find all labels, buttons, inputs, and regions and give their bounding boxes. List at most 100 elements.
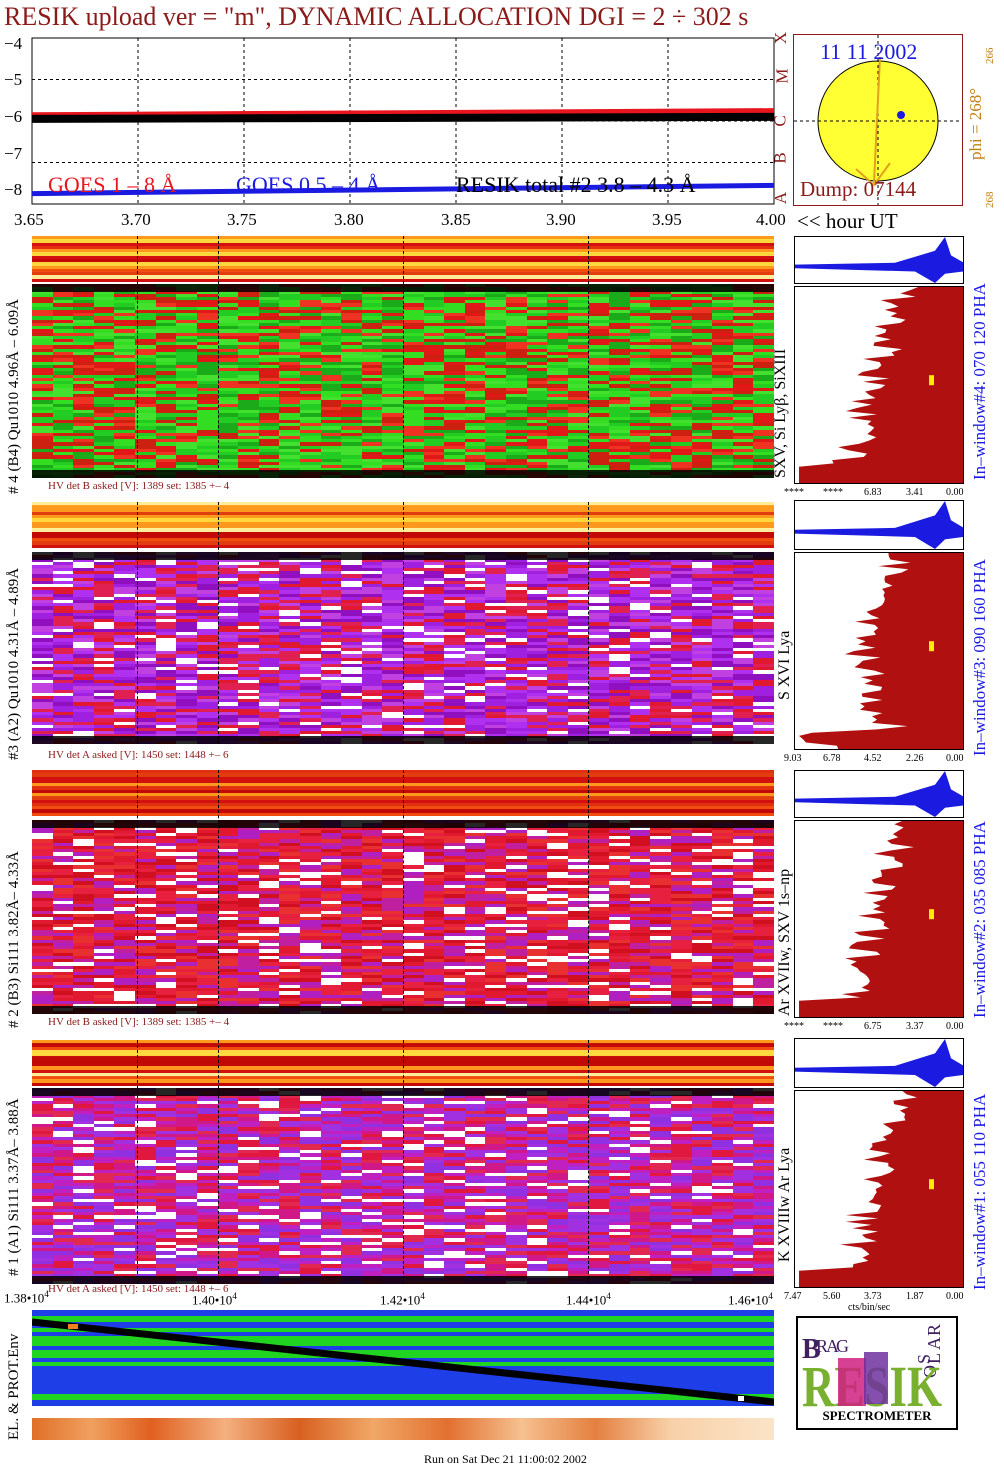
class-letter: X bbox=[771, 31, 791, 45]
pha-tick: 0.00 bbox=[946, 1021, 964, 1032]
time-unit: << hour UT bbox=[797, 209, 898, 233]
line-label: SXV, Si Lyβ, SiXIII bbox=[772, 348, 789, 478]
panel-label: # 1 (A1) Si111 3.37Å– 3.88Å bbox=[6, 1098, 22, 1276]
hv-label: HV det A asked [V]: 1450 set: 1448 +– 6 bbox=[48, 1283, 229, 1295]
hv-label: HV det A asked [V]: 1450 set: 1448 +– 6 bbox=[48, 749, 229, 761]
pha-tick: 6.75 bbox=[864, 1021, 882, 1032]
pha-tick: 0.00 bbox=[946, 487, 964, 498]
env-strip bbox=[32, 1418, 774, 1440]
pha-tick: 4.52 bbox=[864, 753, 882, 764]
dump-label: Dump: 07144 bbox=[800, 177, 917, 201]
pha-tick: 5.60 bbox=[823, 1291, 841, 1302]
pha-tick: 3.73 bbox=[864, 1291, 882, 1302]
resik-logo: B R A G S O L A R RESIK SPECTROMETER bbox=[796, 1316, 958, 1430]
pha-tick: 2.26 bbox=[906, 753, 924, 764]
logo-letter-l: L bbox=[924, 1353, 944, 1364]
time-gridline bbox=[403, 1040, 404, 1284]
goes-ytick: −6 bbox=[4, 107, 23, 126]
goes-series-line bbox=[31, 182, 775, 197]
time-gridline bbox=[403, 236, 404, 478]
env-tick: 1.42•104 bbox=[380, 1291, 425, 1308]
goes-legend-1-8: GOES 1 – 8 Å bbox=[48, 172, 177, 197]
pha-tick: 3.41 bbox=[906, 487, 924, 498]
time-tick: 3.75 bbox=[227, 210, 257, 229]
pha-tick: 3.37 bbox=[906, 1021, 924, 1032]
time-gridline bbox=[588, 502, 589, 744]
env-trend-line bbox=[31, 1318, 775, 1406]
time-tick: 3.95 bbox=[652, 210, 682, 229]
phi-label: phi = 268° bbox=[966, 87, 985, 160]
panel-label: #3 (A2) Qu1010 4.31Å – 4.89Å bbox=[6, 567, 22, 760]
pha-unit: cts/bin/sec bbox=[848, 1302, 891, 1313]
line-label: S XVI Lya bbox=[776, 630, 793, 700]
goes-ytick: −8 bbox=[4, 180, 23, 199]
logo-letter-r2: R bbox=[924, 1324, 944, 1336]
panel-label: # 2 (B3) Si111 3.82Å– 4.33Å bbox=[6, 851, 22, 1028]
logo-caption: SPECTROMETER bbox=[822, 1408, 932, 1423]
logo-letter-a2: A bbox=[924, 1337, 944, 1350]
goes-legend-05-4: GOES 0.5 – 4 Å bbox=[236, 172, 381, 197]
goes-legend-resik: RESIK total #2 3.8 – 4.3 Å bbox=[456, 172, 696, 197]
time-tick: 3.70 bbox=[121, 210, 151, 229]
time-gridline bbox=[137, 770, 138, 1014]
pha-histogram-small bbox=[794, 1038, 964, 1088]
goes-ytick: −4 bbox=[4, 34, 23, 53]
phi-low: 268 bbox=[984, 191, 996, 209]
logo-letter-s: S bbox=[914, 1354, 934, 1364]
env-tick: 1.38•104 bbox=[4, 1289, 49, 1306]
logo-letter-a: A bbox=[826, 1336, 839, 1356]
time-gridline bbox=[137, 502, 138, 744]
time-gridline bbox=[403, 770, 404, 1014]
time-gridline bbox=[588, 770, 589, 1014]
time-gridline bbox=[588, 236, 589, 478]
class-letter: A bbox=[771, 191, 791, 205]
pha-histogram-small bbox=[794, 500, 964, 550]
pha-tick: **** bbox=[784, 487, 804, 498]
logo-letter-o: O bbox=[920, 1365, 940, 1378]
pha-tick: 0.00 bbox=[946, 753, 964, 764]
time-gridline bbox=[137, 1040, 138, 1284]
pha-tick: **** bbox=[784, 1021, 804, 1032]
class-letter: M bbox=[772, 68, 792, 84]
time-gridline bbox=[137, 236, 138, 478]
time-gridline bbox=[218, 1040, 219, 1284]
env-tick: 1.40•104 bbox=[192, 1291, 237, 1308]
env-tick: 1.44•104 bbox=[566, 1291, 611, 1308]
panel-label: # 4 (B4) Qu1010 4.96Å – 6.09Å bbox=[6, 299, 22, 494]
pha-histogram bbox=[794, 552, 964, 750]
line-label: K XVIIIw Ar Lya bbox=[776, 1147, 793, 1262]
sun-panel: 11 11 2002 Dump: 07144 bbox=[793, 34, 963, 206]
pha-tick: **** bbox=[823, 487, 843, 498]
class-letter: B bbox=[770, 152, 790, 164]
goes-series-line bbox=[31, 108, 775, 118]
logo-letter-b: B bbox=[802, 1334, 821, 1365]
time-gridline bbox=[403, 502, 404, 744]
pointing-marker bbox=[897, 111, 905, 119]
pha-tick: 6.78 bbox=[823, 753, 841, 764]
time-tick: 3.65 bbox=[14, 210, 44, 229]
goes-plot bbox=[0, 30, 1004, 210]
time-gridline bbox=[218, 236, 219, 478]
page-title: RESIK upload ver = "m", DYNAMIC ALLOCATI… bbox=[4, 2, 749, 31]
line-label: Ar XVIIw, SXV 1s–np bbox=[776, 868, 793, 1016]
pha-tick: 0.00 bbox=[946, 1291, 964, 1302]
pha-tick: 6.83 bbox=[864, 487, 882, 498]
phi-sup: 266 bbox=[984, 47, 996, 65]
time-gridline bbox=[218, 502, 219, 744]
goes-ytick: −5 bbox=[4, 70, 23, 89]
time-tick: 3.85 bbox=[441, 210, 471, 229]
footer-run-date: Run on Sat Dec 21 11:00:02 2002 bbox=[424, 1452, 587, 1466]
hv-label: HV det B asked [V]: 1389 set: 1385 +– 4 bbox=[48, 1016, 230, 1028]
env-tick: 1.46•104 bbox=[728, 1291, 773, 1308]
time-tick: 3.90 bbox=[546, 210, 576, 229]
window-label: In–window#1: 055 110 PHA bbox=[970, 1093, 989, 1290]
time-tick: 4.00 bbox=[756, 210, 786, 229]
class-letter: C bbox=[770, 115, 790, 127]
goes-ytick: −7 bbox=[4, 144, 23, 163]
pha-tick: 1.87 bbox=[906, 1291, 924, 1302]
time-gridline bbox=[588, 1040, 589, 1284]
goes-series-line bbox=[31, 112, 775, 123]
pha-histogram bbox=[794, 1090, 964, 1288]
window-label: In–window#4: 070 120 PHA bbox=[970, 283, 989, 480]
pha-histogram-small bbox=[794, 770, 964, 818]
